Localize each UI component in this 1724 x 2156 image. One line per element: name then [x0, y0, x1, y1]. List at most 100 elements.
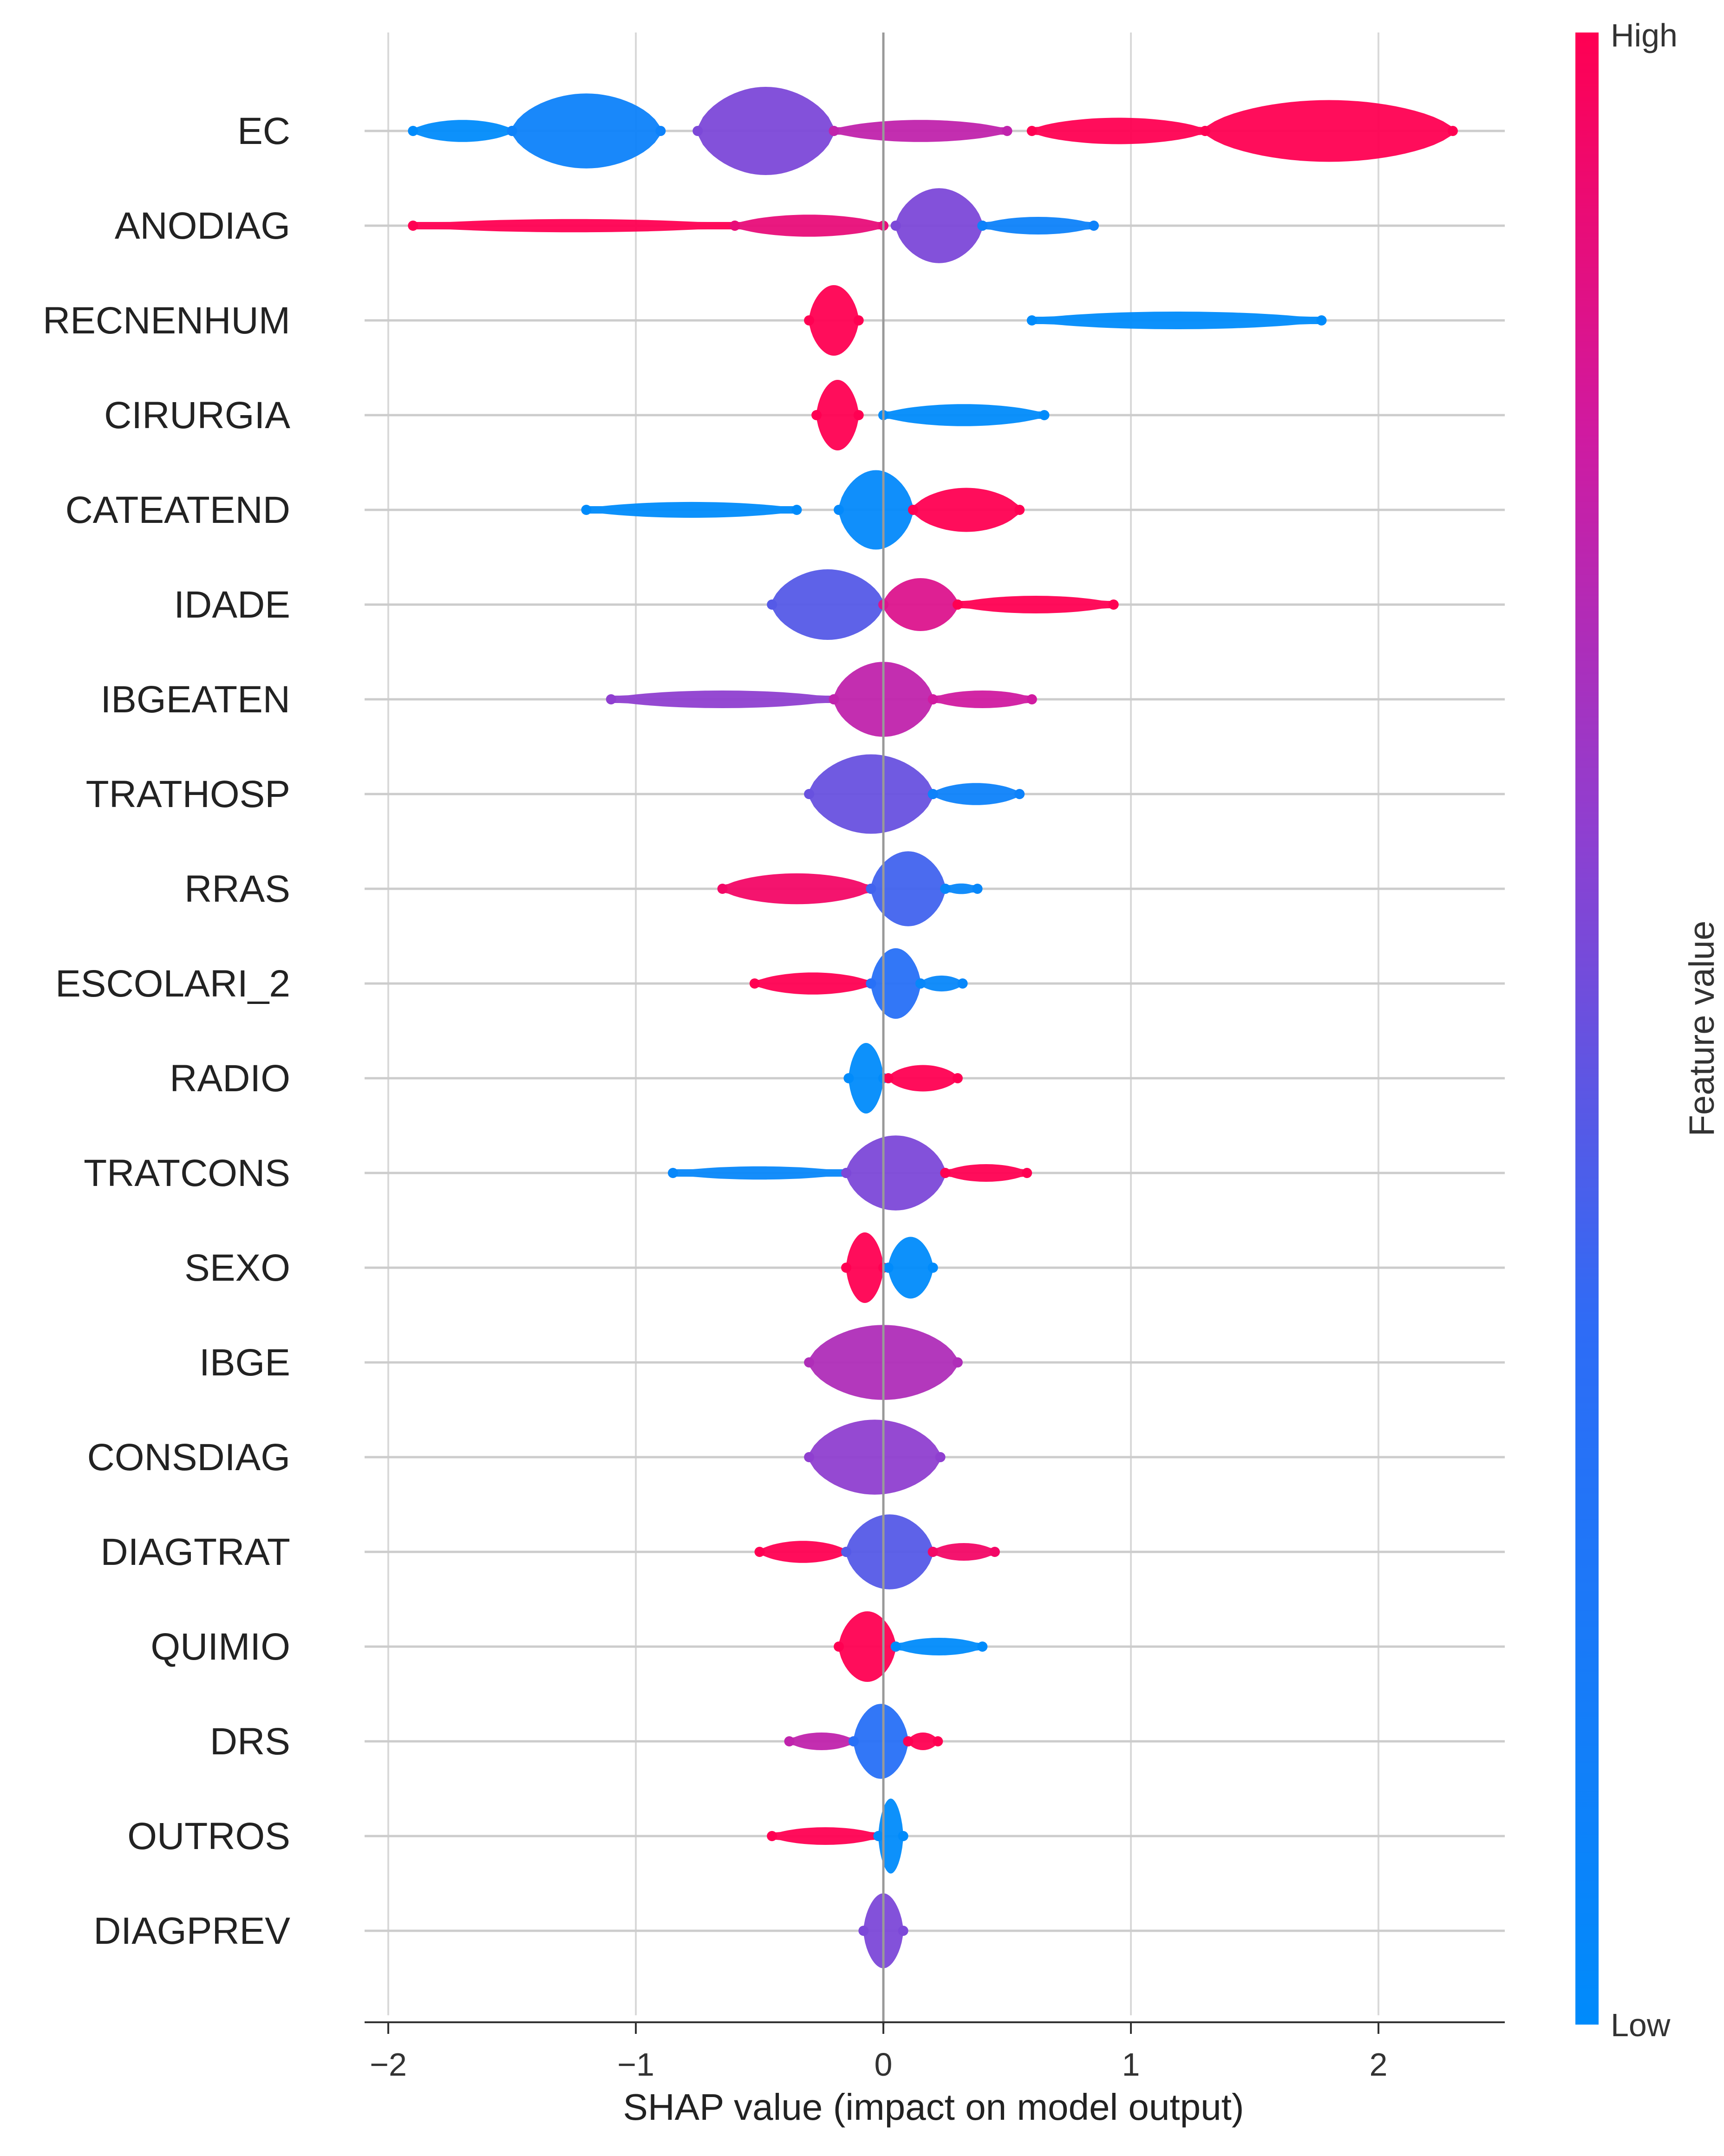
swarm-segment — [878, 1798, 903, 1874]
swarm-segment — [1205, 100, 1453, 162]
swarm-segment — [754, 972, 871, 995]
feature-labels: EC ANODIAG RECNENHUM CIRURGIA CATEATEND IDADE… — [43, 110, 290, 1952]
swarm-segment — [586, 502, 797, 518]
swarm-segment — [512, 93, 661, 169]
swarm-point — [873, 1831, 884, 1841]
swarm-segment — [888, 1237, 933, 1299]
swarm-point — [1014, 505, 1025, 515]
swarm-segment — [895, 188, 983, 263]
swarm-point — [804, 789, 815, 799]
swarm-segment — [945, 883, 978, 894]
feature-label: QUIMIO — [150, 1626, 290, 1668]
swarm-point — [804, 315, 815, 326]
feature-label: DIAGTRAT — [101, 1531, 290, 1573]
swarm-point — [804, 1452, 815, 1462]
swarm-point — [841, 1263, 852, 1273]
feature-swarm — [408, 188, 1099, 263]
swarm-segment — [895, 1638, 983, 1655]
swarm-point — [581, 505, 592, 515]
swarm-point — [849, 1736, 859, 1746]
swarm-segment — [772, 1827, 879, 1845]
swarm-segment — [789, 1733, 854, 1750]
swarm-point — [507, 126, 517, 136]
feature-label: IDADE — [174, 584, 290, 626]
swarm-segment — [921, 975, 963, 992]
swarm-point — [883, 1263, 894, 1273]
swarm-point — [940, 884, 951, 894]
swarm-point — [1026, 694, 1037, 704]
feature-label: ESCOLARI_2 — [55, 963, 290, 1005]
swarm-segment — [888, 1065, 958, 1092]
x-tick-label: 2 — [1370, 2046, 1388, 2083]
swarm-segment — [839, 1611, 896, 1682]
swarm-point — [972, 884, 983, 894]
feature-swarm — [784, 1704, 943, 1779]
swarm-segment — [982, 217, 1094, 234]
swarm-segment — [1032, 117, 1205, 144]
swarm-point — [1039, 410, 1050, 420]
swarm-point — [804, 1357, 815, 1368]
feature-swarm — [408, 87, 1458, 175]
swarm-point — [1026, 315, 1037, 326]
feature-label: DIAGPREV — [93, 1910, 290, 1952]
x-tick-label: −1 — [617, 2046, 654, 2083]
swarm-point — [408, 126, 418, 136]
swarm-point — [834, 505, 844, 515]
swarm-segment — [722, 873, 871, 905]
feature-label: TRATHOSP — [86, 773, 290, 815]
swarm-point — [841, 1168, 852, 1178]
swarm-segment — [913, 488, 1020, 532]
swarm-segment — [933, 1543, 995, 1561]
feature-label: TRATCONS — [84, 1152, 290, 1194]
swarm-segment — [834, 120, 1007, 142]
x-tick-label: 0 — [875, 2046, 893, 2083]
feature-swarm — [804, 1420, 946, 1495]
swarm-point — [952, 599, 963, 610]
swarm-point — [841, 1547, 852, 1557]
swarm-point — [1014, 789, 1025, 799]
feature-label: SEXO — [184, 1247, 290, 1289]
swarm-segment — [673, 1166, 846, 1180]
swarm-segment — [957, 596, 1114, 613]
x-axis-label: SHAP value (impact on model output) — [623, 2086, 1244, 2128]
swarm-point — [952, 1357, 963, 1368]
swarm-segment — [413, 120, 512, 142]
swarm-point — [898, 1831, 908, 1841]
swarm-point — [667, 1168, 678, 1178]
swarm-segment — [413, 219, 735, 233]
feature-label: CATEATEND — [65, 489, 290, 531]
swarm-segment — [883, 404, 1045, 426]
feature-swarm — [841, 1232, 938, 1303]
swarm-point — [606, 694, 616, 704]
feature-label: IBGEATEN — [100, 678, 290, 721]
swarm-point — [1002, 126, 1012, 136]
swarm-point — [829, 126, 839, 136]
swarm-point — [940, 1168, 951, 1178]
feature-label: RRAS — [184, 868, 290, 910]
swarm-point — [408, 221, 418, 231]
swarm-segment — [933, 690, 1032, 708]
swarm-point — [717, 884, 728, 894]
swarm-point — [866, 978, 876, 989]
swarm-point — [1089, 221, 1099, 231]
feature-swarm — [834, 1611, 988, 1682]
feature-swarm — [717, 851, 983, 926]
feature-label: CONSDIAG — [87, 1436, 290, 1479]
swarm-point — [853, 315, 864, 326]
swarm-segment — [871, 851, 946, 926]
feature-label: DRS — [210, 1720, 290, 1763]
feature-label: OUTROS — [127, 1815, 290, 1857]
swarm-point — [749, 978, 760, 989]
swarm-segment — [883, 578, 958, 631]
swarm-segment — [908, 1733, 938, 1750]
feature-label: RECNENHUM — [43, 300, 290, 342]
swarm-point — [935, 1452, 946, 1462]
swarm-point — [655, 126, 666, 136]
swarm-point — [898, 1926, 908, 1936]
swarm-segment — [809, 1420, 940, 1495]
swarm-point — [767, 1831, 777, 1841]
swarm-point — [977, 1641, 988, 1652]
swarm-point — [915, 978, 926, 989]
swarm-point — [883, 1073, 894, 1083]
